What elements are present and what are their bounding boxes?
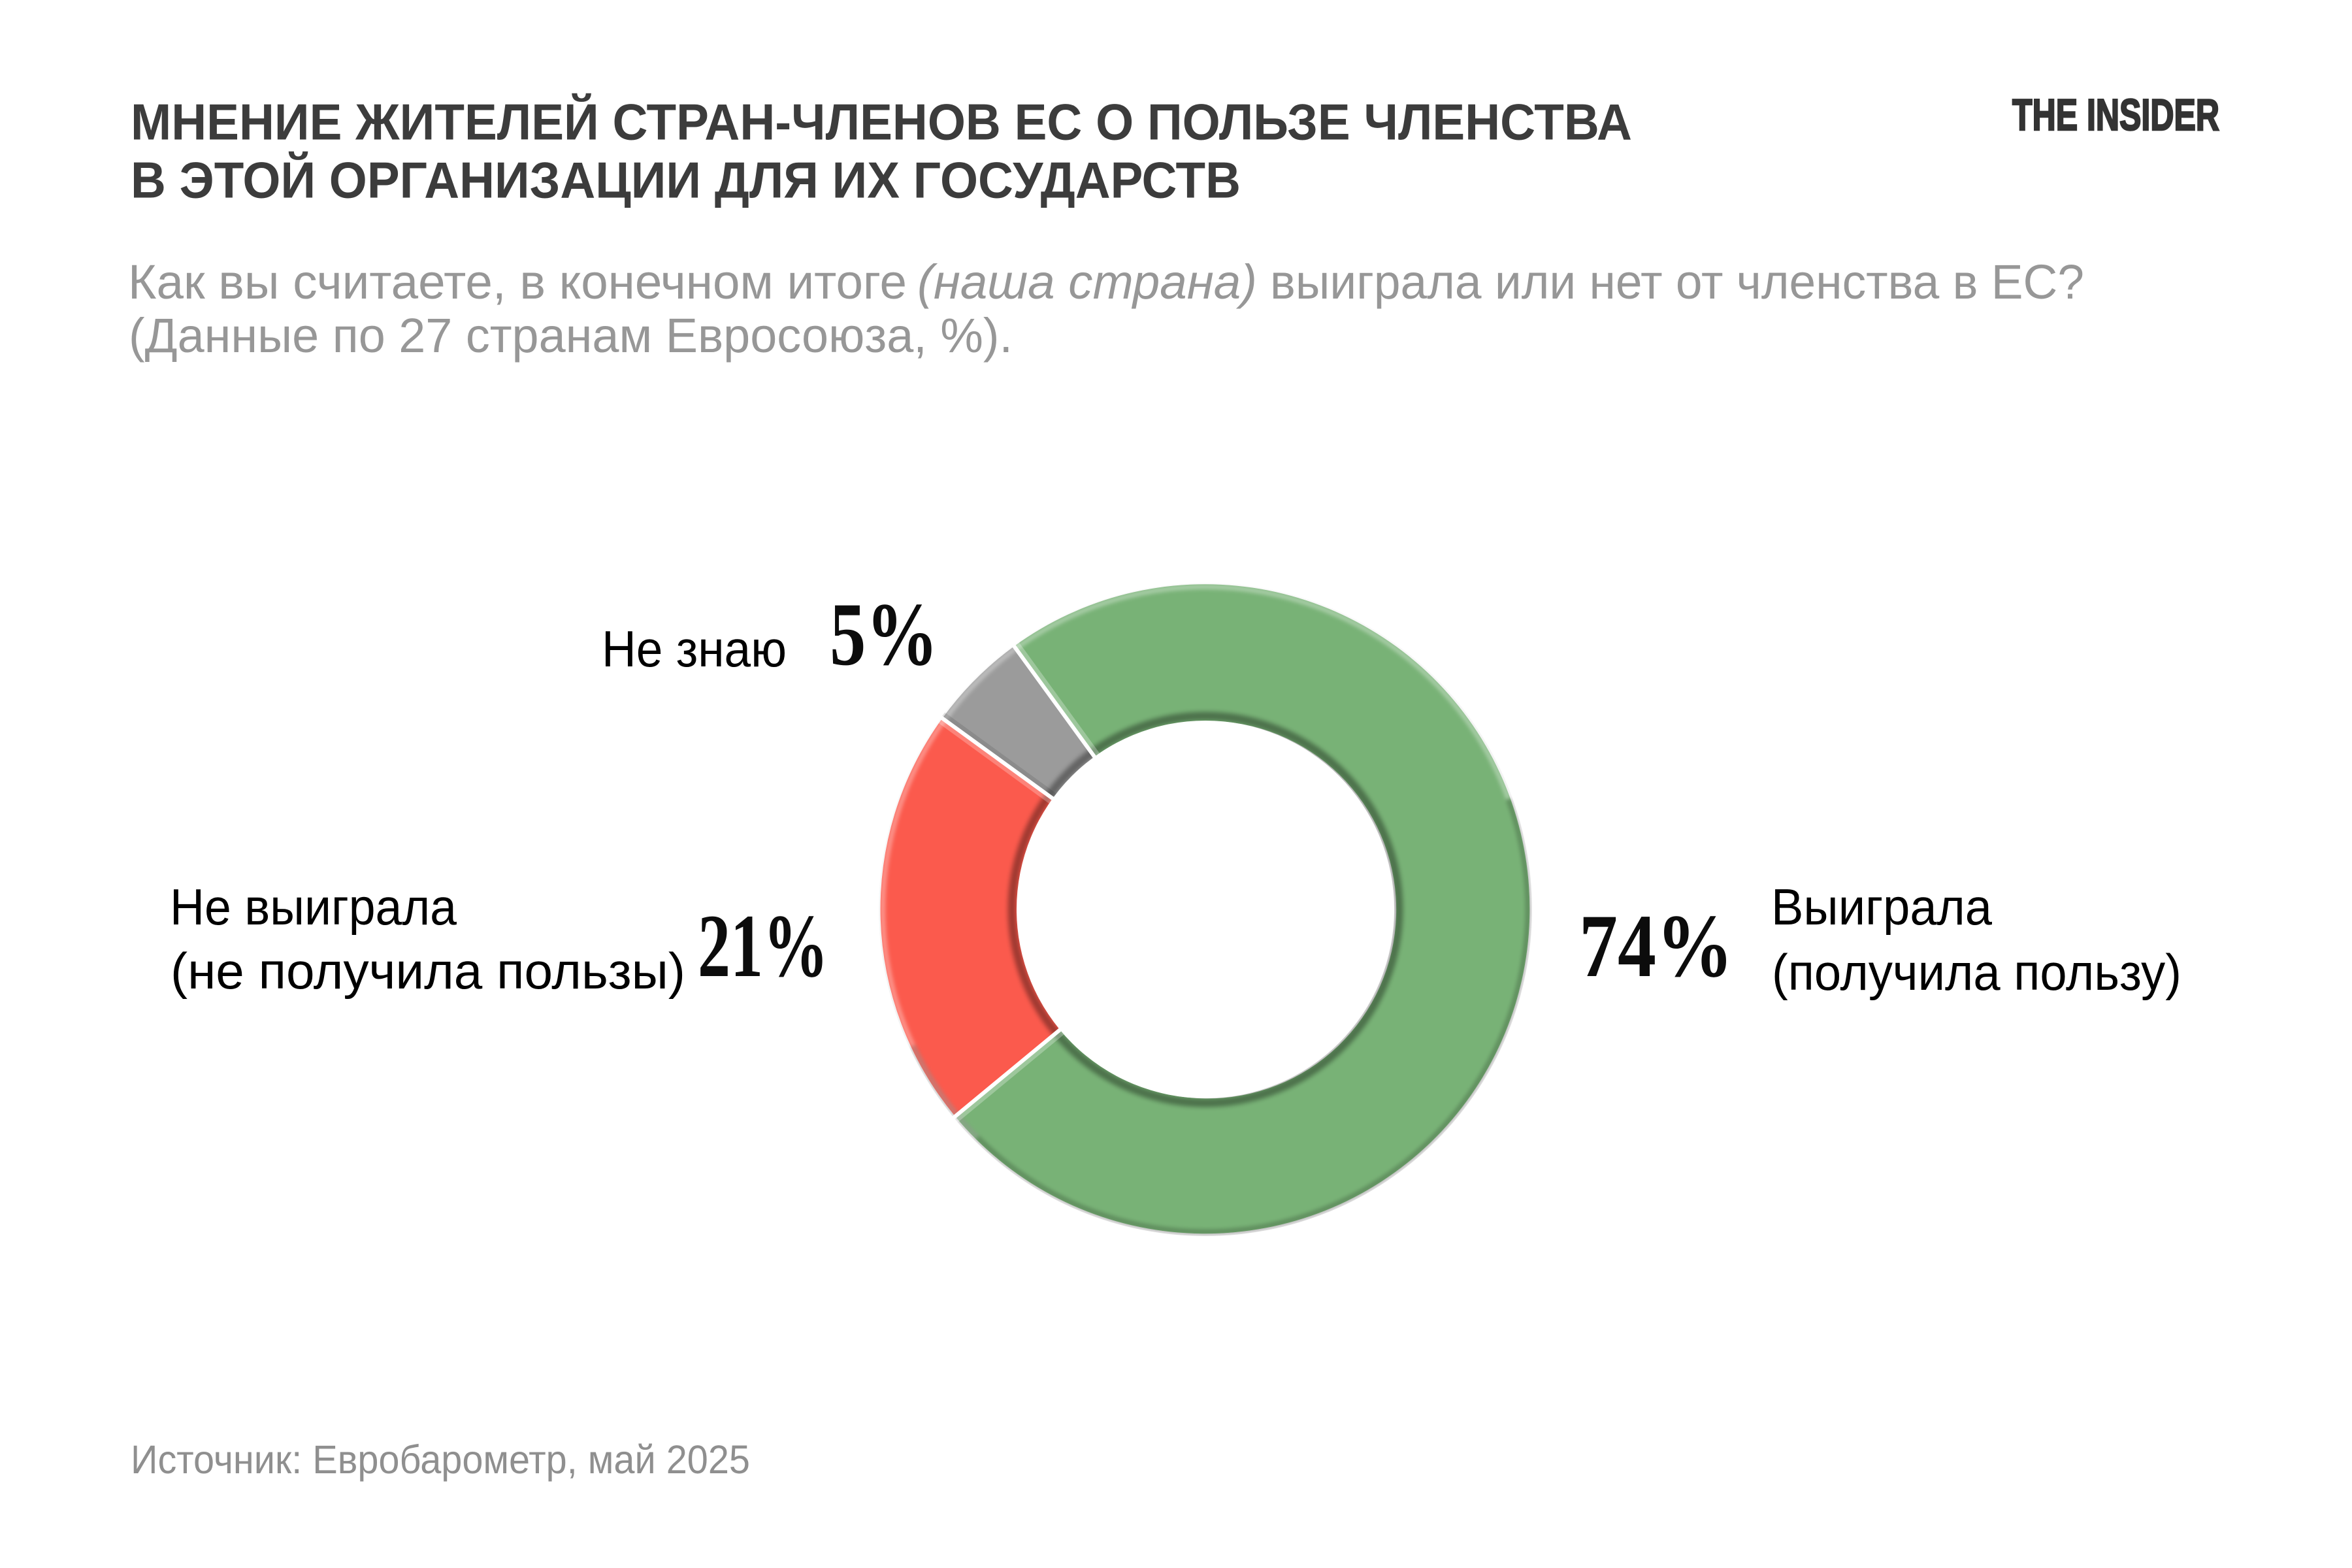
svg-text:выиграла или нет от членства в: выиграла или нет от членства в ЕС? (1270, 255, 2084, 309)
svg-text:5%: 5% (830, 584, 938, 684)
svg-text:(получила пользу): (получила пользу) (1772, 943, 2181, 1001)
svg-text:21%: 21% (698, 896, 828, 996)
svg-text:Не знаю: Не знаю (602, 620, 787, 678)
svg-text:Не выиграла: Не выиграла (170, 878, 457, 936)
svg-text:74%: 74% (1579, 896, 1733, 996)
svg-text:МНЕНИЕ ЖИТЕЛЕЙ СТРАН-ЧЛЕНОВ ЕС: МНЕНИЕ ЖИТЕЛЕЙ СТРАН-ЧЛЕНОВ ЕС О ПОЛЬЗЕ … (131, 93, 1632, 151)
svg-text:(не получила пользы): (не получила пользы) (171, 942, 685, 1000)
svg-text:В ЭТОЙ ОРГАНИЗАЦИИ ДЛЯ ИХ ГОСУ: В ЭТОЙ ОРГАНИЗАЦИИ ДЛЯ ИХ ГОСУДАРСТВ (131, 152, 1241, 209)
svg-text:Источник: Евробарометр, май 20: Источник: Евробарометр, май 2025 (131, 1437, 750, 1482)
svg-text:THE INSIDER: THE INSIDER (2012, 90, 2219, 140)
svg-text:Выиграла: Выиграла (1771, 878, 1993, 936)
svg-text:Как вы считаете, в конечном ит: Как вы считаете, в конечном итоге (128, 255, 907, 309)
svg-text:(наша страна): (наша страна) (917, 255, 1257, 309)
svg-text:(Данные по 27 странам Евросоюз: (Данные по 27 странам Евросоюза, %). (129, 308, 1013, 363)
